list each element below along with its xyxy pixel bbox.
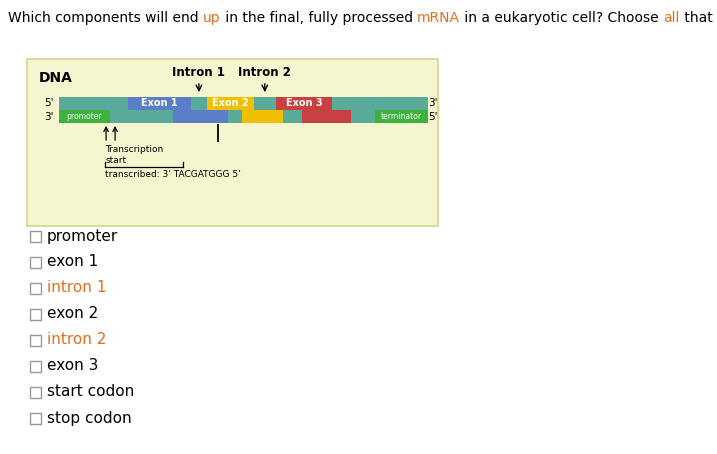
- Bar: [30, 386, 41, 398]
- Text: 5': 5': [44, 99, 54, 109]
- Text: promoter: promoter: [67, 112, 103, 121]
- Bar: [302, 110, 351, 123]
- Text: Exon 3: Exon 3: [285, 99, 322, 109]
- Bar: [351, 110, 375, 123]
- Bar: [30, 309, 41, 320]
- Text: promoter: promoter: [47, 228, 118, 243]
- Bar: [207, 97, 254, 110]
- Text: mRNA: mRNA: [417, 11, 460, 25]
- Bar: [282, 110, 302, 123]
- Text: 3': 3': [428, 99, 438, 109]
- Bar: [174, 110, 228, 123]
- Bar: [242, 110, 282, 123]
- Text: Intron 1: Intron 1: [173, 66, 225, 79]
- Text: in a eukaryotic cell? Choose: in a eukaryotic cell? Choose: [460, 11, 663, 25]
- Text: exon 2: exon 2: [47, 306, 98, 321]
- Text: 3': 3': [44, 112, 54, 122]
- Text: terminator: terminator: [381, 112, 422, 121]
- Text: intron 1: intron 1: [47, 281, 106, 296]
- Bar: [27, 59, 438, 226]
- Text: up: up: [203, 11, 221, 25]
- Bar: [59, 110, 110, 123]
- Text: Which components will end: Which components will end: [8, 11, 203, 25]
- Text: intron 2: intron 2: [47, 332, 106, 347]
- Text: start codon: start codon: [47, 385, 134, 400]
- Bar: [375, 110, 428, 123]
- Bar: [59, 97, 128, 110]
- Bar: [110, 110, 174, 123]
- Text: all: all: [663, 11, 680, 25]
- Text: that apply.: that apply.: [680, 11, 717, 25]
- Text: exon 3: exon 3: [47, 359, 98, 374]
- Bar: [30, 257, 41, 267]
- Text: Exon 1: Exon 1: [141, 99, 178, 109]
- Text: DNA: DNA: [39, 71, 73, 85]
- Text: exon 1: exon 1: [47, 255, 98, 270]
- Text: Transcription
start: Transcription start: [105, 145, 163, 165]
- Bar: [191, 97, 207, 110]
- Text: Intron 2: Intron 2: [238, 66, 291, 79]
- Bar: [30, 231, 41, 242]
- Bar: [128, 97, 191, 110]
- Text: stop codon: stop codon: [47, 410, 132, 425]
- Bar: [30, 413, 41, 424]
- Bar: [276, 97, 332, 110]
- Text: 5': 5': [428, 112, 438, 122]
- Bar: [254, 97, 276, 110]
- Bar: [228, 110, 242, 123]
- Bar: [30, 360, 41, 371]
- Text: transcribed: 3’ TACGATGGG 5’: transcribed: 3’ TACGATGGG 5’: [105, 170, 241, 179]
- Bar: [332, 97, 428, 110]
- Text: Exon 2: Exon 2: [212, 99, 249, 109]
- Bar: [30, 282, 41, 293]
- Bar: [30, 335, 41, 345]
- Text: in the final, fully processed: in the final, fully processed: [221, 11, 417, 25]
